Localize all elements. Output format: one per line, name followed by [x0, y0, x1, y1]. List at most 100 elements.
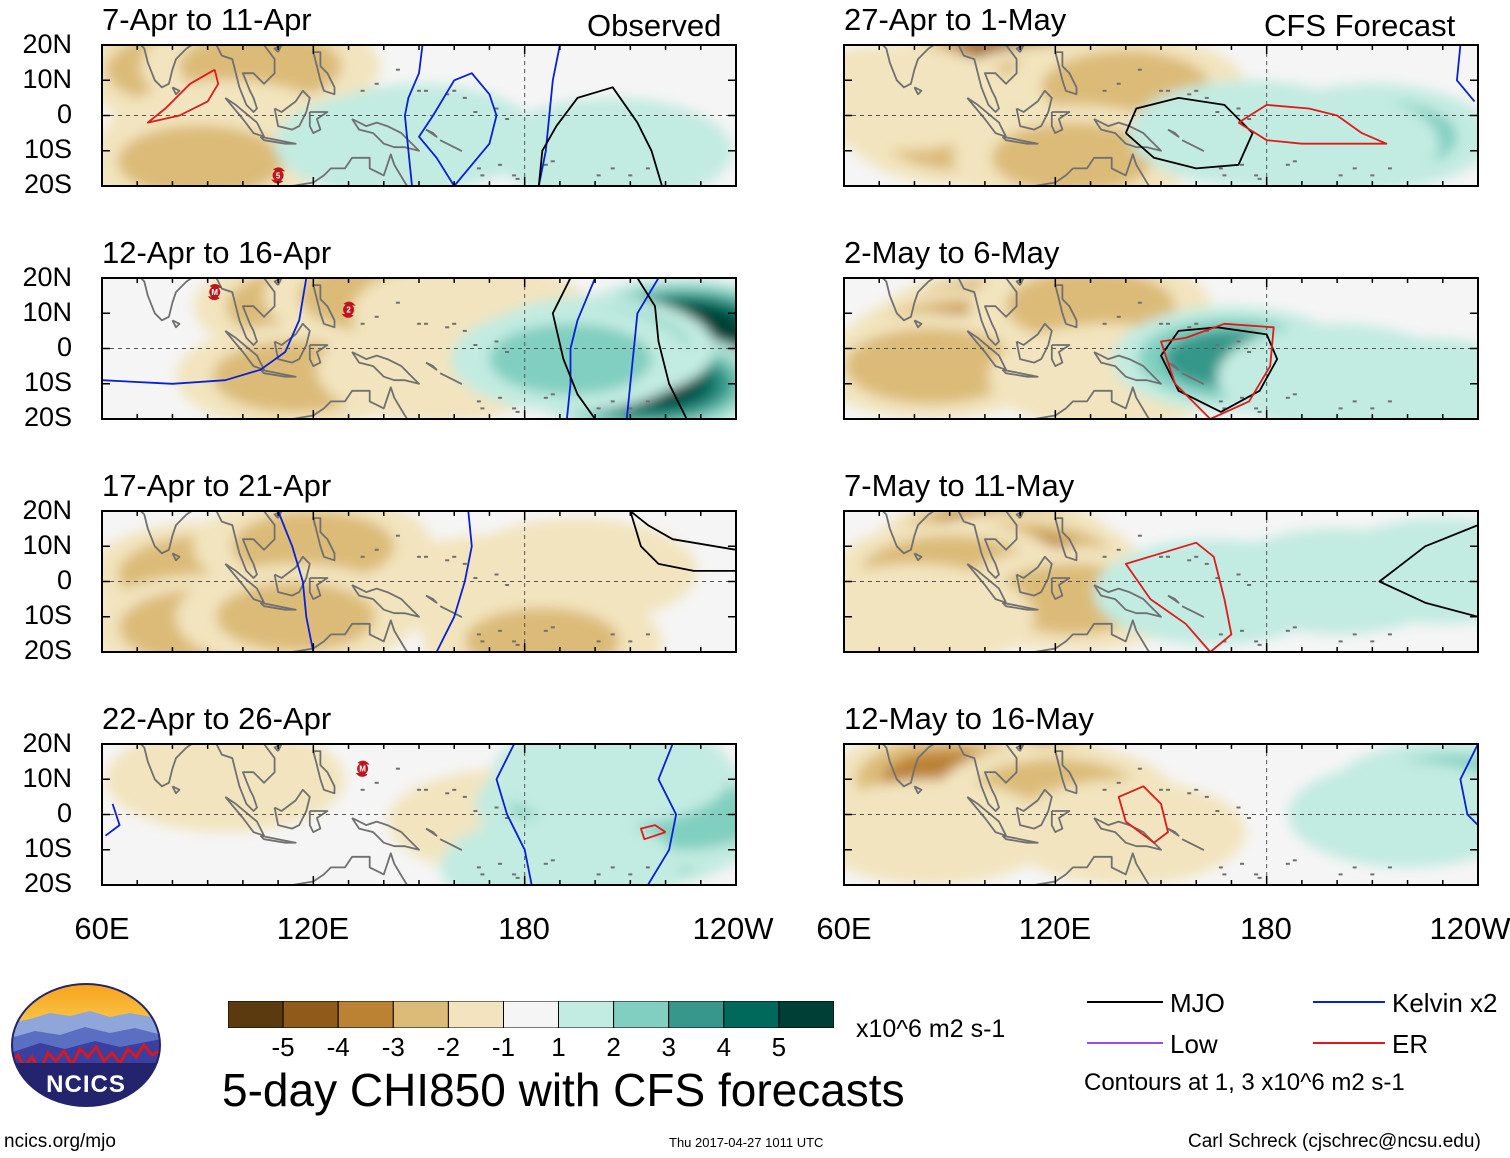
coastline — [351, 351, 420, 385]
coastlines — [872, 45, 1392, 191]
coastline — [1050, 111, 1071, 134]
island — [480, 407, 485, 410]
island — [374, 548, 379, 551]
anomaly-cell — [844, 45, 1017, 151]
coastline — [259, 601, 297, 611]
anomaly-cell — [1305, 337, 1478, 419]
storm-label: 5 — [276, 171, 281, 180]
island — [1257, 876, 1262, 879]
colorbar-tick-label: 3 — [661, 1032, 676, 1062]
coastline — [1015, 322, 1053, 364]
island — [424, 788, 428, 791]
island — [445, 93, 450, 96]
coastline — [1181, 139, 1205, 152]
coastline — [1033, 619, 1151, 652]
island — [512, 640, 517, 643]
coastline — [215, 511, 276, 579]
wave-contours — [1117, 744, 1478, 844]
island — [1257, 177, 1262, 180]
island — [1166, 322, 1170, 325]
coastline — [259, 834, 297, 844]
island — [1247, 817, 1252, 819]
island — [1212, 189, 1216, 191]
colorbar-swatch — [778, 1001, 834, 1028]
legend-label-low: Low — [1170, 1029, 1218, 1059]
island — [1116, 781, 1121, 784]
coastline — [1015, 89, 1053, 131]
contour-kelvin — [566, 278, 596, 419]
coastline — [351, 584, 420, 618]
island — [1187, 93, 1192, 96]
coastline — [259, 368, 297, 378]
island — [1285, 629, 1290, 632]
coastline — [1054, 51, 1078, 96]
lat-label: 0 — [56, 565, 72, 595]
island — [374, 781, 379, 784]
island — [610, 167, 615, 170]
island — [1292, 393, 1297, 396]
island — [480, 640, 485, 643]
island — [476, 167, 481, 170]
lat-label: 20N — [22, 728, 72, 758]
map-panel-observed-2: M2 — [101, 277, 737, 420]
lat-label: 0 — [56, 332, 72, 362]
coastline — [273, 89, 311, 131]
coastline — [273, 555, 311, 597]
coastline — [171, 86, 181, 96]
island — [417, 89, 421, 92]
coastline — [1054, 517, 1078, 562]
coastline — [312, 517, 336, 562]
coastline — [913, 319, 923, 329]
island — [1387, 633, 1392, 636]
lat-label: 10S — [23, 367, 72, 397]
island — [1159, 555, 1163, 558]
anomaly-cell — [844, 563, 1035, 652]
coastlines — [872, 744, 1392, 885]
island — [550, 859, 555, 862]
contour-kelvin — [537, 45, 561, 186]
coastline — [1001, 368, 1039, 378]
island — [1387, 866, 1392, 869]
island — [1236, 806, 1241, 809]
island — [452, 555, 457, 558]
units-label: x10^6 m2 s-1 — [856, 1015, 1006, 1043]
island — [610, 633, 615, 636]
island — [360, 322, 365, 325]
island — [1247, 351, 1252, 353]
island — [1292, 626, 1297, 629]
island — [1254, 407, 1259, 410]
wave-contours — [102, 278, 688, 419]
island — [462, 329, 467, 332]
island — [473, 810, 478, 812]
coastline — [171, 785, 181, 795]
contour-kelvin — [495, 744, 533, 885]
island — [645, 167, 650, 170]
observed-title: Observed — [587, 8, 722, 43]
anomaly-field — [175, 278, 736, 419]
coastline — [1050, 810, 1071, 833]
wave-contours — [104, 744, 677, 885]
colorbar-swatch — [282, 1001, 339, 1028]
coastline — [1001, 135, 1039, 145]
island — [360, 788, 365, 791]
coastline — [957, 511, 1018, 579]
panel-title-5: 27-Apr to 1-May — [844, 2, 1067, 37]
coastline — [1093, 118, 1162, 152]
coastline — [1054, 750, 1078, 795]
lat-label: 10N — [22, 297, 72, 327]
coastline — [425, 594, 438, 604]
island — [1387, 167, 1392, 170]
island — [476, 866, 481, 869]
island — [1166, 555, 1170, 558]
contour-mjo — [551, 278, 596, 419]
coastline — [351, 118, 420, 152]
coastline — [308, 111, 329, 134]
island — [1204, 795, 1209, 798]
footer-url: ncics.org/mjo — [4, 1131, 116, 1152]
island — [1370, 174, 1375, 177]
island — [512, 873, 517, 876]
panel-title-8: 12-May to 16-May — [844, 701, 1094, 736]
contour-er — [1117, 785, 1169, 844]
island — [1204, 562, 1209, 565]
island — [498, 396, 502, 399]
